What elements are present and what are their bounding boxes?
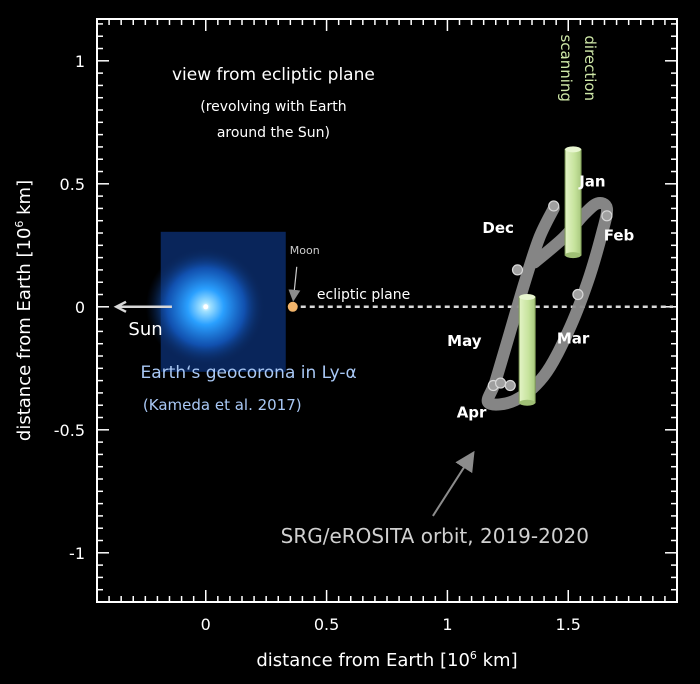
moon-pointer-arrow xyxy=(288,266,301,302)
scan-panel-bottom xyxy=(519,399,536,406)
moon-marker xyxy=(287,301,298,312)
orbit-marker xyxy=(572,288,584,301)
x-tick-label: 1 xyxy=(442,615,452,634)
y-tick-label: -1 xyxy=(69,544,85,563)
x-tick-label: 1.5 xyxy=(556,615,581,634)
y-axis-label-main: distance from Earth [10 xyxy=(14,228,35,442)
moon-label: Moon xyxy=(290,244,320,257)
x-tick-labels: 0 0.5 1 1.5 xyxy=(201,615,581,634)
y-axis-label: distance from Earth [106 km] xyxy=(13,180,35,441)
ecliptic-plane-label: ecliptic plane xyxy=(317,287,410,303)
scan-panel-top xyxy=(519,293,536,300)
x-axis-label: distance from Earth [106 km] xyxy=(256,649,517,671)
orbit-markers xyxy=(487,200,613,392)
y-tick-labels: 1 0.5 0 -0.5 -1 xyxy=(54,52,85,563)
scan-panels xyxy=(518,146,582,406)
scan-panel-body xyxy=(564,148,582,256)
y-tick-label: 1 xyxy=(75,52,85,71)
scan-panel-top xyxy=(565,146,582,153)
geocorona-citation: (Kameda et al. 2017) xyxy=(143,396,302,414)
x-axis-label-main: distance from Earth [10 xyxy=(256,650,470,671)
x-tick-label: 0.5 xyxy=(314,615,339,634)
view-subtitle-line-1: (revolving with Earth xyxy=(200,99,346,115)
month-label: Mar xyxy=(557,330,590,348)
view-subtitle-line-2: around the Sun) xyxy=(217,125,330,141)
month-label: May xyxy=(447,332,482,350)
orbit-label: SRG/eROSITA orbit, 2019-2020 xyxy=(281,524,589,548)
x-axis-label-tail: km] xyxy=(477,650,518,671)
month-label: Apr xyxy=(457,404,487,422)
y-axis-label-tail: km] xyxy=(14,180,35,221)
orbit-path xyxy=(481,197,614,411)
geocorona-label: Earth‘s geocorona in Ly-α xyxy=(141,363,357,383)
month-label: Dec xyxy=(482,219,514,237)
month-label: Feb xyxy=(604,226,635,244)
minor-ticks xyxy=(97,19,677,602)
scanning-direction-label-2: direction xyxy=(581,35,599,101)
orbit-marker xyxy=(511,264,524,276)
y-tick-label: 0 xyxy=(75,298,85,317)
orbit-marker xyxy=(601,210,613,222)
y-tick-label: 0.5 xyxy=(60,175,85,194)
orbit-marker xyxy=(494,377,507,389)
x-tick-label: 0 xyxy=(201,615,211,634)
scan-panel-body xyxy=(518,296,536,404)
scanning-direction-label-1: scanning xyxy=(557,34,575,101)
sun-arrow-head xyxy=(113,300,127,313)
x-axis-label-sup: 6 xyxy=(470,649,477,662)
month-label: Jan xyxy=(578,172,605,190)
y-tick-label: -0.5 xyxy=(54,421,85,440)
sun-label: Sun xyxy=(128,319,162,340)
view-title: view from ecliptic plane xyxy=(172,65,375,85)
y-axis-label-sup: 6 xyxy=(13,221,26,228)
geocorona-image xyxy=(145,231,286,372)
scan-panel xyxy=(564,146,582,259)
orbit-marker xyxy=(548,200,560,212)
earth-marker xyxy=(203,304,209,310)
orbit-marker xyxy=(504,379,516,392)
scan-panel-bottom xyxy=(565,252,582,259)
month-labels: Jan Feb Dec Mar May Apr xyxy=(447,172,634,421)
orbit-label-pointer xyxy=(432,450,475,517)
scan-panel xyxy=(518,293,536,406)
